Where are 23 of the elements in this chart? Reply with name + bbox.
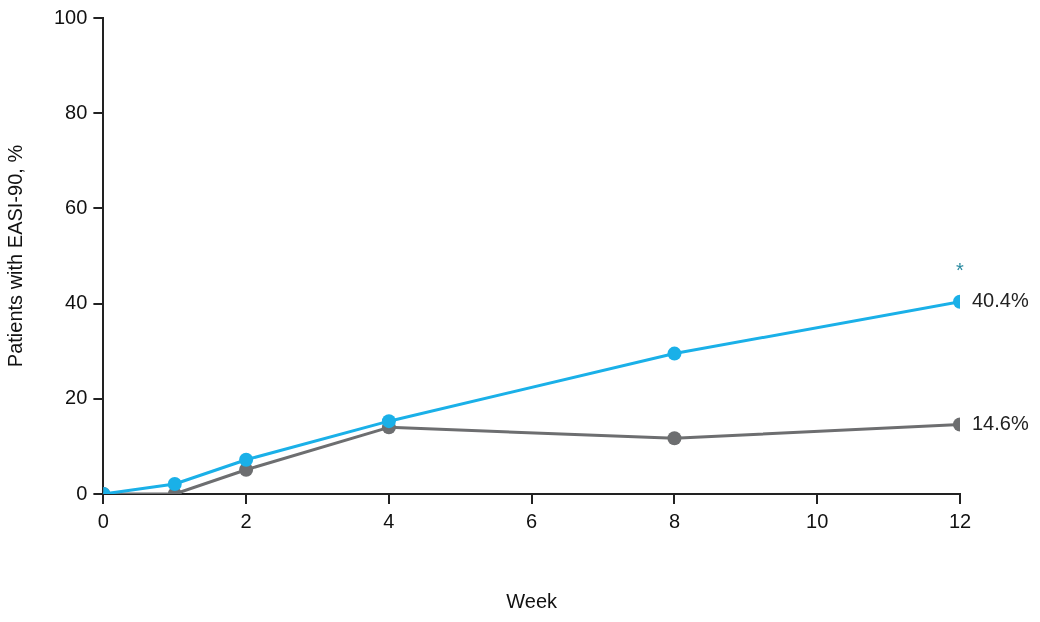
x-tick-label: 10 xyxy=(806,509,829,532)
y-tick-label: 20 xyxy=(65,386,88,409)
point xyxy=(167,477,182,491)
point xyxy=(667,346,682,361)
data-label: 14.6% xyxy=(972,412,1029,435)
y-tick-label: 100 xyxy=(53,5,88,28)
point xyxy=(239,452,254,467)
x-tick-label: 6 xyxy=(526,509,538,532)
x-tick-label: 4 xyxy=(383,509,395,532)
point xyxy=(667,431,682,446)
point xyxy=(381,414,396,429)
y-axis-title: Patients with EASI-90, % xyxy=(3,144,26,368)
x-tick-label: 2 xyxy=(240,509,252,532)
y-tick-label: 40 xyxy=(65,291,88,314)
annotation: * xyxy=(956,259,965,282)
y-tick-label: 0 xyxy=(76,481,88,504)
y-tick-label: 60 xyxy=(65,195,88,218)
x-axis-title: Week xyxy=(506,589,559,612)
y-tick-label: 80 xyxy=(65,100,88,123)
data-label: 40.4% xyxy=(972,289,1029,312)
x-tick-label: 12 xyxy=(948,509,972,532)
x-tick-label: 0 xyxy=(97,509,109,532)
x-tick-label: 8 xyxy=(668,509,681,532)
